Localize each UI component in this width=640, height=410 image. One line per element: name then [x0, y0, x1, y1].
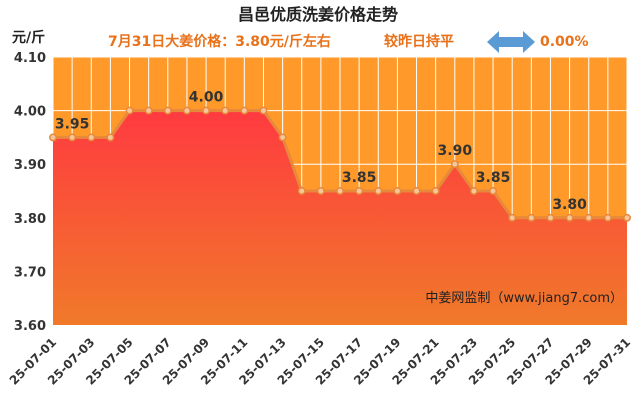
double-arrow-icon	[487, 31, 535, 53]
data-point	[125, 106, 134, 115]
data-point	[259, 106, 268, 115]
subtitle-compare: 较昨日持平	[384, 33, 454, 50]
data-labels: 3.954.003.853.903.853.80	[55, 90, 587, 213]
data-point	[144, 106, 153, 115]
data-point	[87, 133, 96, 142]
y-tick-label: 4.00	[14, 105, 46, 120]
y-tick-label: 3.90	[14, 158, 46, 173]
y-axis-label: 元/斤	[12, 29, 45, 46]
data-point	[68, 133, 77, 142]
data-point	[584, 213, 593, 222]
y-tick-label: 3.80	[14, 212, 46, 227]
data-label: 4.00	[189, 90, 224, 106]
data-point	[393, 187, 402, 195]
data-point	[336, 187, 344, 195]
data-point	[316, 187, 325, 195]
data-label: 3.95	[55, 116, 90, 132]
price-points	[49, 106, 631, 222]
data-point	[106, 133, 115, 142]
data-point	[546, 213, 555, 222]
data-label: 3.85	[476, 170, 511, 186]
data-point	[527, 213, 536, 222]
chart-credit: 中姜网监制（www.jiang7.com）	[425, 291, 623, 306]
data-label: 3.90	[438, 143, 473, 159]
subtitle-price: 7月31日大姜价格：3.80元/斤左右	[108, 33, 331, 50]
subtitle-change: 0.00%	[540, 34, 589, 50]
data-point	[603, 213, 612, 222]
data-point	[355, 187, 364, 195]
data-point	[623, 213, 631, 222]
data-point	[221, 106, 230, 115]
y-tick-label: 3.70	[14, 265, 46, 280]
y-axis-ticks: 3.60 3.70 3.80 3.90 4.00 4.10	[14, 51, 46, 334]
data-label: 3.80	[552, 197, 587, 213]
data-point	[278, 133, 287, 142]
data-point	[182, 106, 191, 115]
data-point	[202, 106, 211, 115]
data-point	[163, 106, 172, 115]
chart-title: 昌邑优质洗姜价格走势	[238, 5, 398, 24]
y-tick-label: 4.10	[14, 51, 46, 66]
data-point	[565, 213, 574, 222]
data-point	[374, 187, 383, 195]
data-point	[508, 213, 517, 222]
data-point	[412, 187, 421, 195]
data-point	[450, 160, 459, 169]
data-point	[489, 187, 498, 195]
data-point	[49, 133, 57, 142]
data-point	[297, 187, 306, 195]
price-area	[53, 110, 627, 325]
data-point	[469, 187, 478, 195]
data-label: 3.85	[342, 170, 377, 186]
y-tick-label: 3.60	[14, 319, 46, 334]
x-axis-ticks: 25-07-0125-07-0325-07-0525-07-0725-07-09…	[7, 335, 633, 387]
data-point	[240, 106, 249, 115]
data-point	[431, 187, 440, 195]
